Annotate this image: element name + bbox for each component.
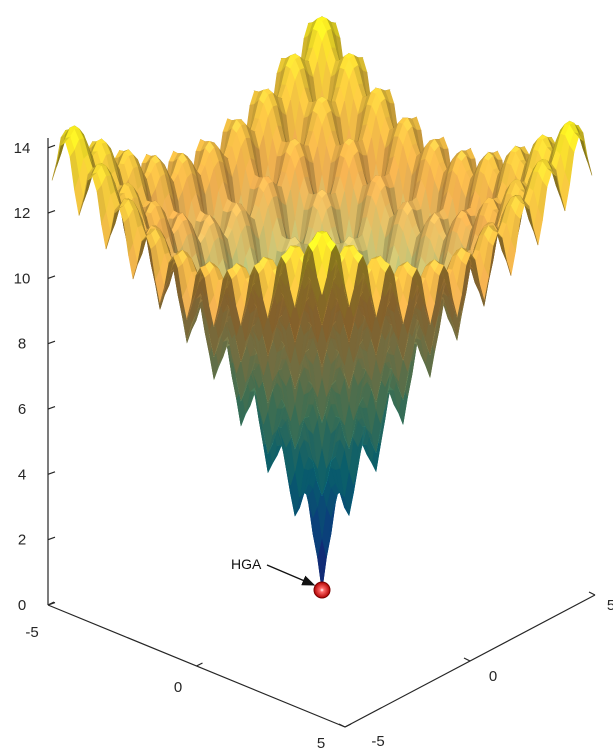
z-tick [47,275,56,279]
z-tick [47,536,56,541]
y-tick-label: -5 [371,733,384,750]
z-tick-label: 10 [14,270,31,287]
z-tick-label: 8 [18,336,26,353]
y-tick [338,723,346,728]
z-tick [47,210,56,214]
z-tick-label: 4 [18,466,26,483]
minimum-point-marker [313,581,331,599]
z-tick-label: 6 [18,401,26,418]
x-tick [196,662,203,667]
y-tick-label: 0 [489,668,497,685]
tick-labels: 0 2 4 6 8 10 12 14 -5 0 5 -5 0 5 [14,140,613,751]
z-tick-label: 2 [18,532,26,549]
z-tick [47,471,56,475]
y-tick [463,657,471,662]
z-tick-label: 14 [14,140,31,157]
x-tick-label: -5 [25,624,38,641]
z-tick [47,405,56,410]
hga-annotation: HGA [231,556,316,586]
z-tick-label: 0 [18,597,26,614]
surface-patch [317,262,327,295]
x-tick [344,723,352,728]
x-tick-label: 5 [317,735,325,751]
surface-mesh [51,16,593,591]
z-tick [47,340,56,345]
z-tick-label: 12 [14,205,31,222]
y-tick [588,591,596,596]
annotation-arrow [266,564,316,586]
x-tick [47,601,55,606]
annotation-label: HGA [231,556,262,572]
tick-marks [47,144,596,728]
z-tick [47,144,56,149]
y-tick-label: 5 [607,597,613,614]
x-tick-label: 0 [174,679,182,696]
